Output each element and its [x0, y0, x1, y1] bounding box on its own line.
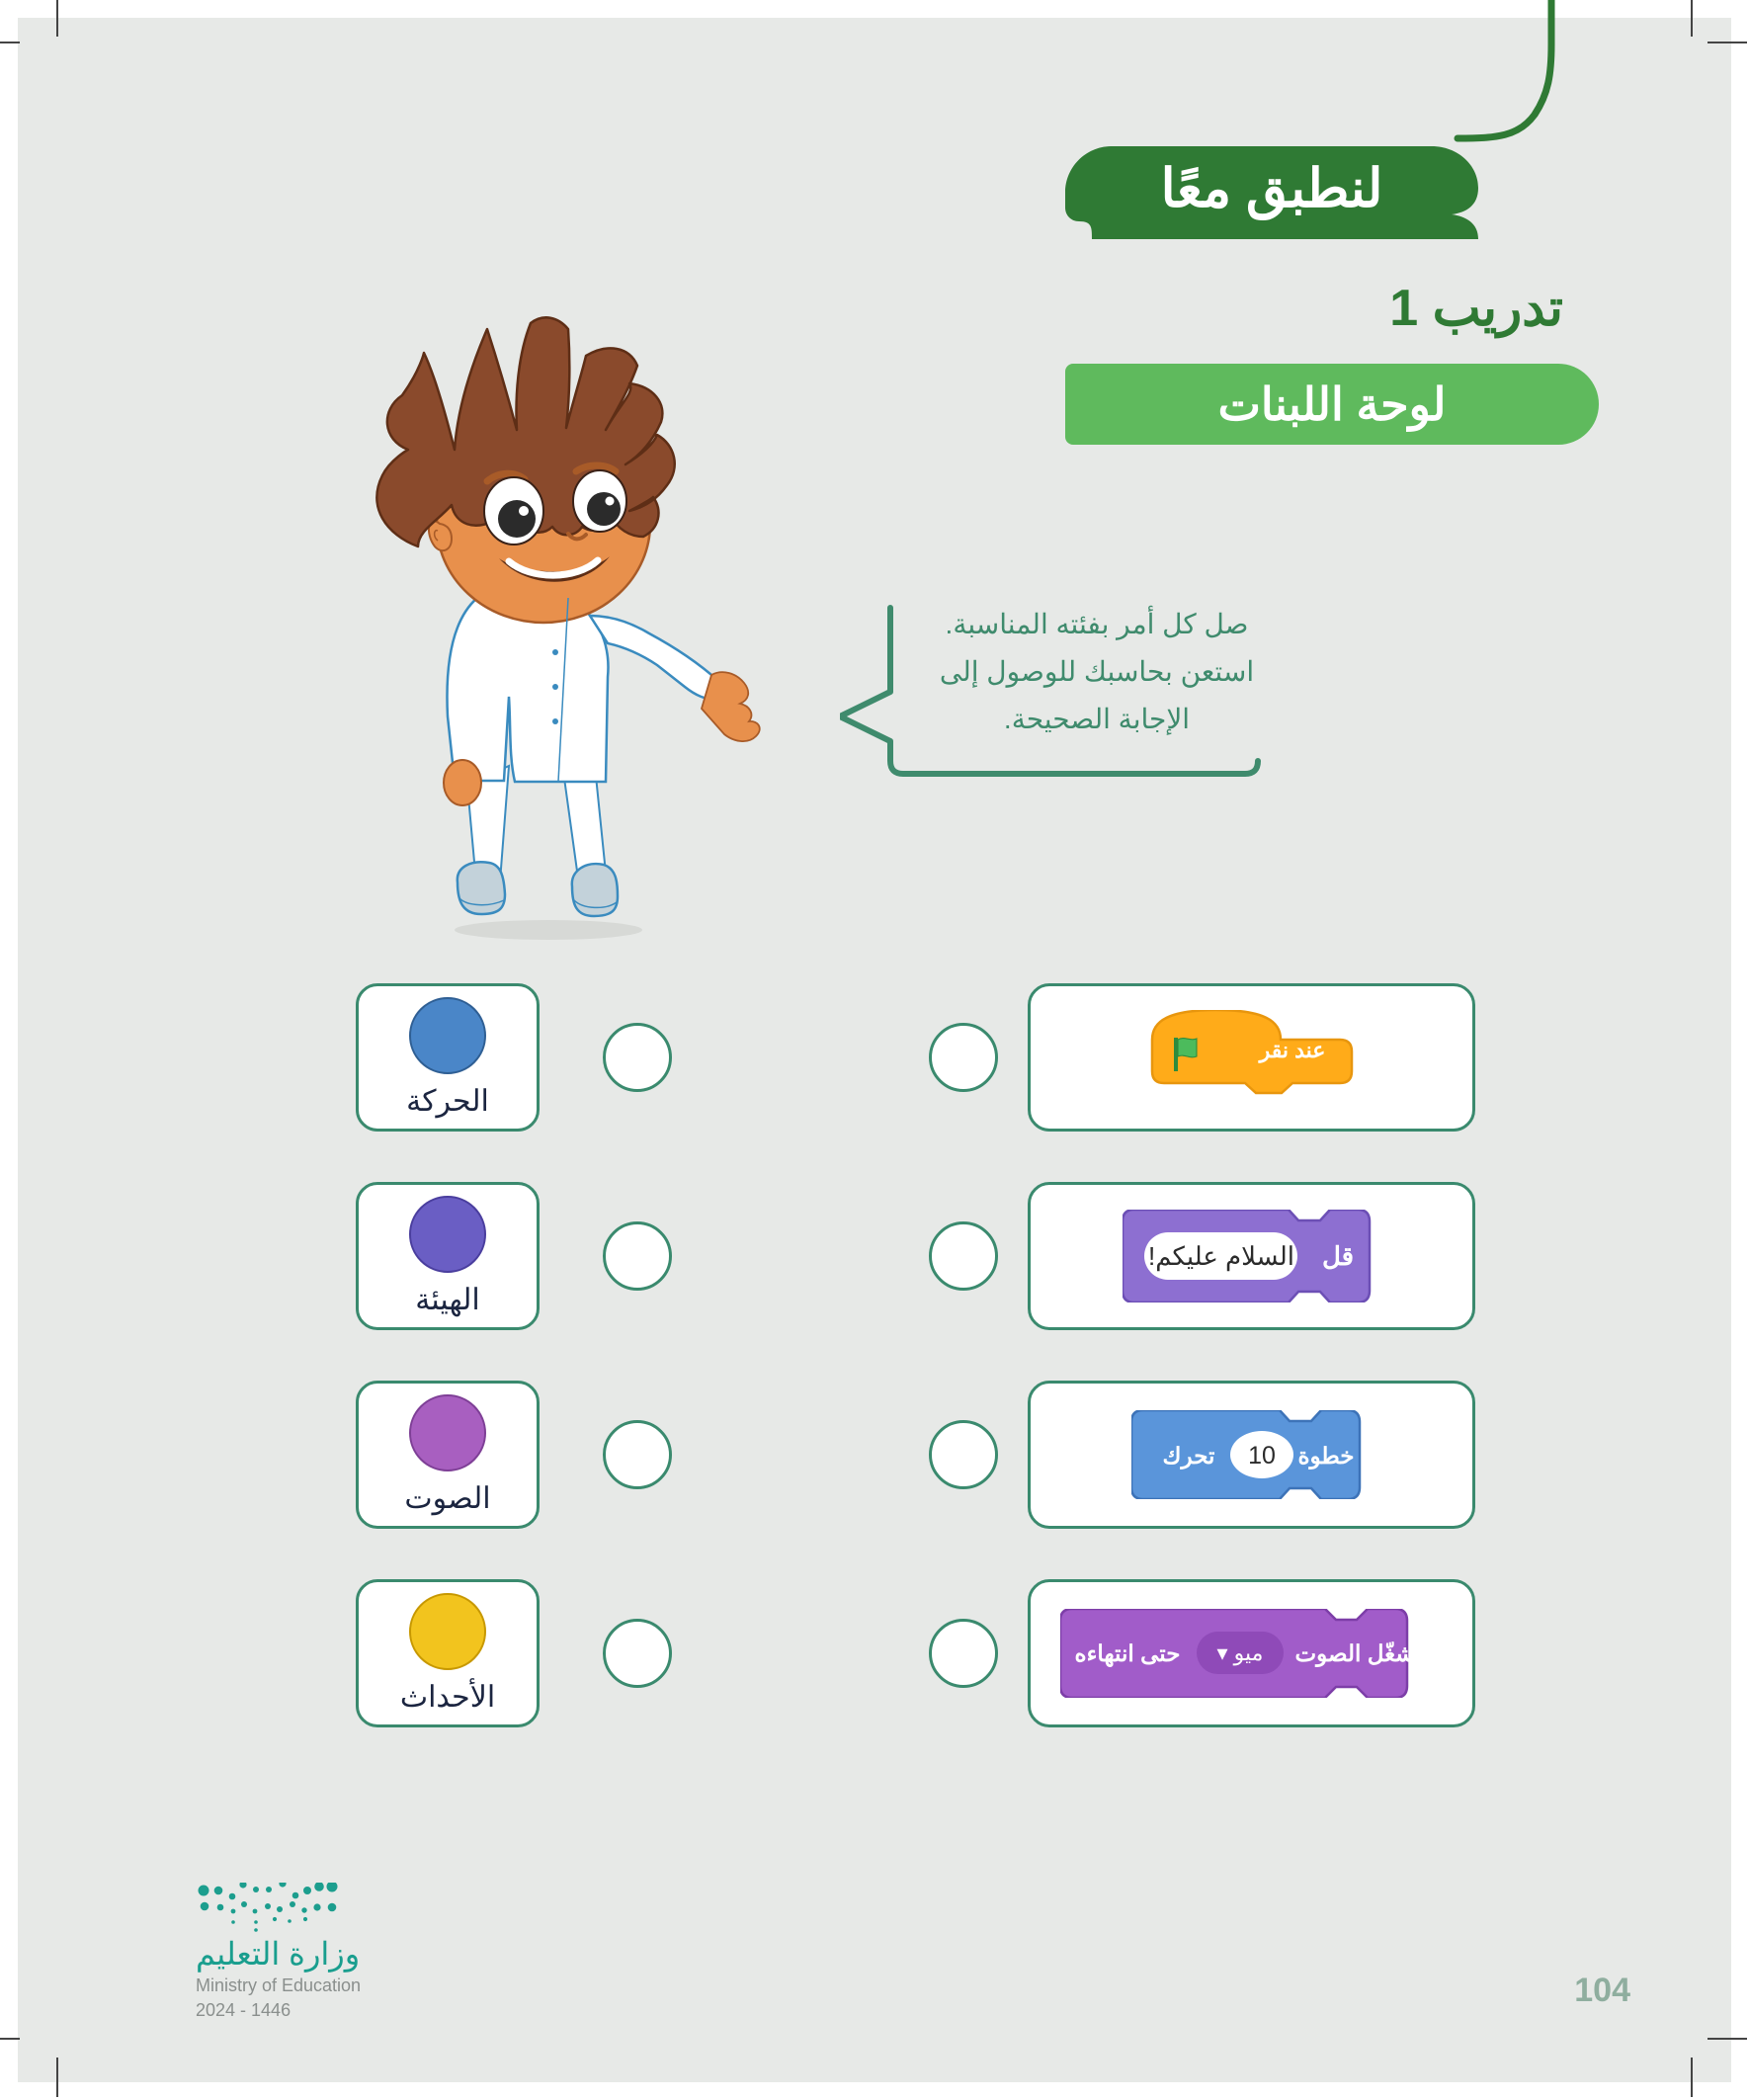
svg-text:عند نقر: عند نقر: [1257, 1038, 1325, 1063]
svg-text:حتى انتهاءه: حتى انتهاءه: [1075, 1640, 1181, 1668]
svg-text:10: 10: [1248, 1442, 1276, 1470]
svg-text:قل: قل: [1321, 1241, 1353, 1271]
svg-text:خطوة: خطوة: [1297, 1443, 1354, 1470]
svg-text:شغّل الصوت: شغّل الصوت: [1294, 1640, 1414, 1668]
svg-text:السلام عليكم!: السلام عليكم!: [1147, 1241, 1293, 1272]
svg-text:ميو ▾: ميو ▾: [1217, 1640, 1264, 1666]
svg-text:تحرك: تحرك: [1163, 1443, 1215, 1470]
